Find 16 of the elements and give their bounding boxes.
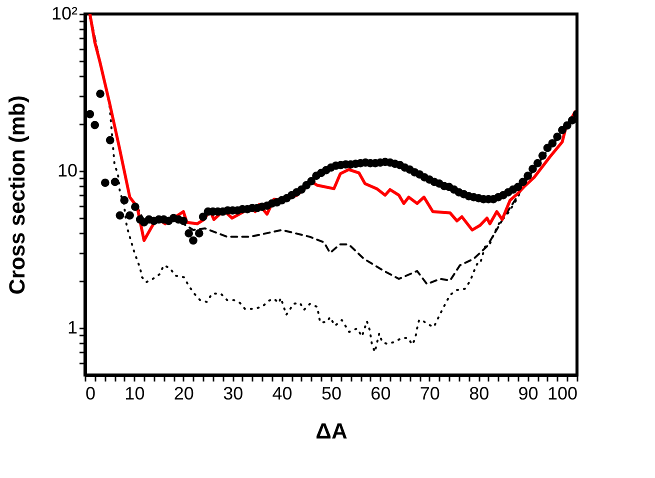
x-tick-label: 0: [86, 384, 96, 404]
x-tick-label: 50: [321, 384, 342, 404]
x-tick-label: 90: [518, 384, 538, 404]
x-tick-label: 60: [370, 384, 391, 404]
y-tick-label: 10²: [51, 4, 78, 24]
y-axis-title: Cross section (mb): [4, 95, 30, 295]
x-tick-label: 10: [124, 384, 145, 404]
y-tick-label: 1: [67, 317, 78, 338]
x-tick-label: 70: [420, 384, 440, 404]
x-tick-label: 20: [174, 384, 194, 404]
y-tick-label: 10: [57, 160, 78, 180]
x-tick-label: 100: [547, 384, 578, 404]
x-tick-label: 30: [223, 384, 244, 404]
x-tick-label: 80: [469, 384, 490, 404]
x-tick-label: 40: [272, 384, 292, 404]
x-axis-title: ΔA: [316, 418, 348, 444]
